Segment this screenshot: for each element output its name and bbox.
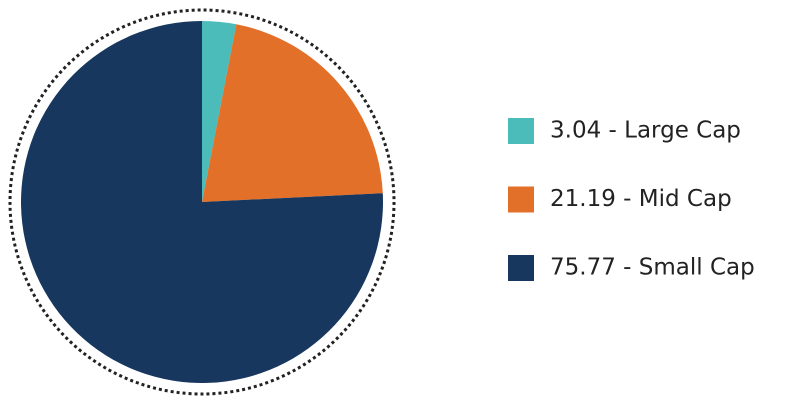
pie-slice [202,24,383,202]
pie-outline [8,8,396,396]
legend-label: 21.19 - Mid Cap [550,186,732,212]
pie-slice [202,21,237,202]
legend-swatch [508,186,534,213]
legend-label: 75.77 - Small Cap [550,255,755,281]
legend-label: 3.04 - Large Cap [550,118,741,144]
legend-swatch [508,255,534,281]
legend-swatch [508,118,534,144]
pie-slice [21,21,384,383]
